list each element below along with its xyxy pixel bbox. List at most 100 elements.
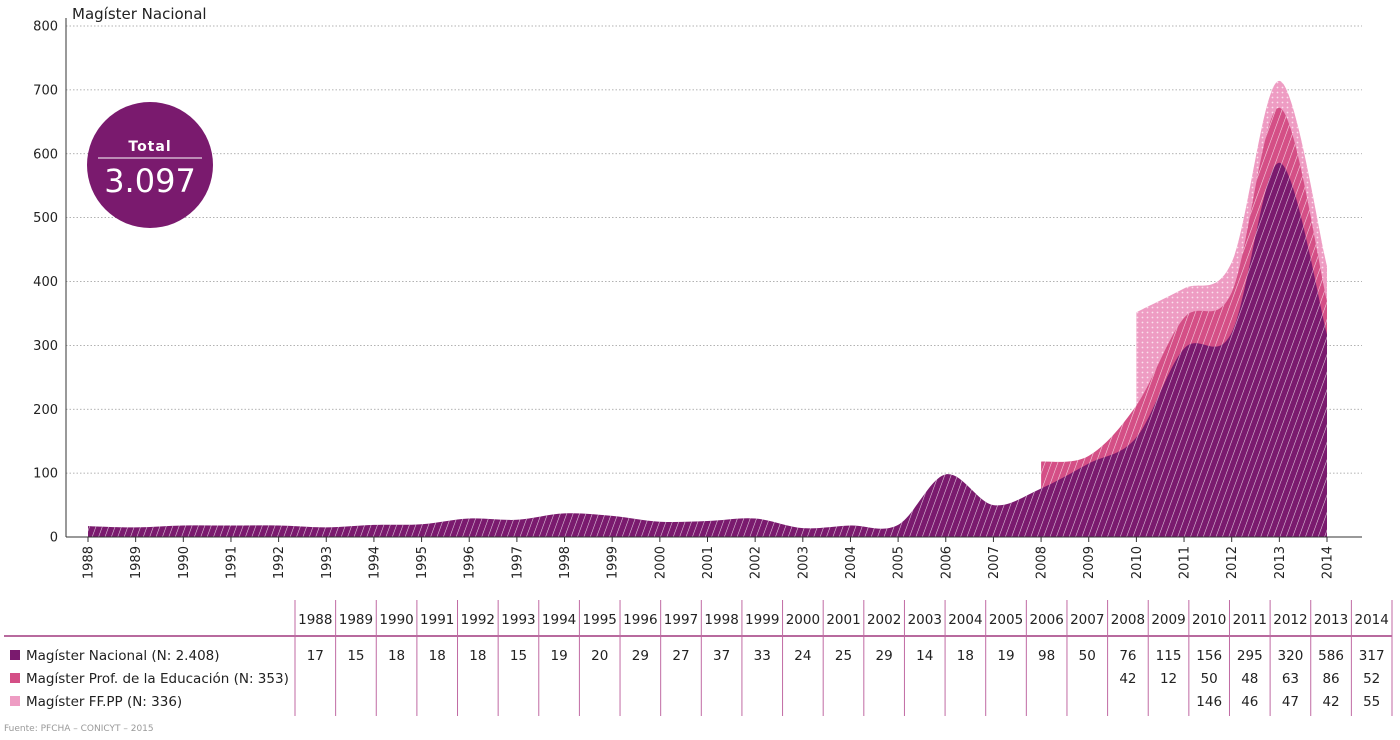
source-note: Fuente: PFCHA – CONICYT – 2015 [4,724,154,734]
legend-swatch [10,696,20,706]
x-tick-label: 1998 [558,546,573,579]
x-tick-label: 1991 [224,546,239,579]
table-cell: 29 [632,648,649,664]
table-cell: 33 [754,648,771,664]
table-header-year: 1993 [501,612,535,628]
x-tick-label: 1999 [606,546,621,579]
table-header-year: 1996 [623,612,657,628]
y-tick-label: 0 [50,531,58,546]
series-label: Magíster FF.PP (N: 336) [26,694,182,710]
chart-title: Magíster Nacional [72,5,207,23]
x-tick-label: 2007 [987,546,1002,579]
table-header-year: 1999 [745,612,779,628]
table-cell: 29 [876,648,893,664]
table-cell: 76 [1119,648,1136,664]
y-tick-label: 800 [33,20,58,35]
table-cell: 295 [1237,648,1263,664]
table-header-year: 2005 [989,612,1023,628]
table-header-year: 2010 [1192,612,1226,628]
table-header-year: 2011 [1233,612,1267,628]
table-cell: 19 [997,648,1014,664]
table-cell: 317 [1359,648,1385,664]
table-header-year: 2012 [1273,612,1307,628]
y-tick-label: 400 [33,275,58,290]
table-header-year: 2009 [1151,612,1185,628]
x-tick-label: 1988 [82,546,97,579]
table-cell: 52 [1363,671,1380,687]
x-tick-label: 1989 [129,546,144,579]
table-cell: 27 [672,648,689,664]
series-label: Magíster Prof. de la Educación (N: 353) [26,671,289,687]
table-cell: 20 [591,648,608,664]
y-tick-label: 700 [33,83,58,98]
x-tick-label: 2006 [939,546,954,579]
table-header-year: 2003 [908,612,942,628]
x-tick-label: 2009 [1082,546,1097,579]
table-cell: 63 [1282,671,1299,687]
x-tick-label: 1996 [463,546,478,579]
table-cell: 18 [957,648,974,664]
x-tick-label: 1993 [320,546,335,579]
table-header-year: 1989 [339,612,373,628]
table-cell: 42 [1322,694,1339,710]
table-cell: 55 [1363,694,1380,710]
x-tick-label: 1994 [367,546,382,579]
x-tick-label: 1997 [510,546,525,579]
table-cell: 18 [469,648,486,664]
table-header-year: 2008 [1111,612,1145,628]
y-tick-label: 500 [33,211,58,226]
table-cell: 42 [1119,671,1136,687]
x-tick-label: 2003 [796,546,811,579]
table-header-year: 1995 [583,612,617,628]
badge-label: Total [128,139,171,155]
x-tick-label: 2002 [749,546,764,579]
table-cell: 115 [1156,648,1182,664]
table-cell: 50 [1201,671,1218,687]
legend-swatch [10,650,20,660]
table-cell: 12 [1160,671,1177,687]
table-header-year: 1992 [461,612,495,628]
table-cell: 98 [1038,648,1055,664]
table-cell: 37 [713,648,730,664]
table-cell: 146 [1196,694,1222,710]
x-tick-label: 1995 [415,546,430,579]
table-cell: 15 [510,648,527,664]
total-badge: Total 3.097 [87,102,213,228]
y-tick-label: 300 [33,339,58,354]
table-cell: 320 [1278,648,1304,664]
table-cell: 25 [835,648,852,664]
grid-lines [66,25,1362,474]
x-tick-label: 2008 [1035,546,1050,579]
table-cell: 14 [916,648,933,664]
table-header-year: 2006 [1029,612,1063,628]
table-header-year: 1988 [298,612,332,628]
x-tick-label: 1990 [177,546,192,579]
table-cell: 47 [1282,694,1299,710]
table-cell: 586 [1318,648,1344,664]
x-tick-label: 2000 [653,546,668,579]
table-cell: 24 [794,648,811,664]
table-cell: 18 [388,648,405,664]
table-cell: 48 [1241,671,1258,687]
badge-circle [87,102,213,228]
table-cell: 18 [429,648,446,664]
table-cell: 15 [347,648,364,664]
table-cell: 19 [550,648,567,664]
table-header-year: 2007 [1070,612,1104,628]
series-label: Magíster Nacional (N: 2.408) [26,648,220,664]
table-cell: 50 [1079,648,1096,664]
x-axis: 1988 1989 1990 1991 1992 1993 1994 1995 1996 1997… [66,536,1362,579]
area-layers [88,80,1327,538]
table-header-year: 2014 [1355,612,1389,628]
table-cell: 17 [307,648,324,664]
y-tick-label: 600 [33,147,58,162]
data-table: 1988 1989 1990 1991 1992 1993 1994 1995 1996 1997… [4,600,1393,716]
table-header-year: 1994 [542,612,576,628]
table-header-year: 1998 [704,612,738,628]
table-header-year: 2000 [786,612,820,628]
y-tick-label: 200 [33,403,58,418]
x-tick-label: 2012 [1225,546,1240,579]
x-tick-label: 1992 [272,546,287,579]
x-tick-label: 2001 [701,546,716,579]
y-tick-label: 100 [33,467,58,482]
